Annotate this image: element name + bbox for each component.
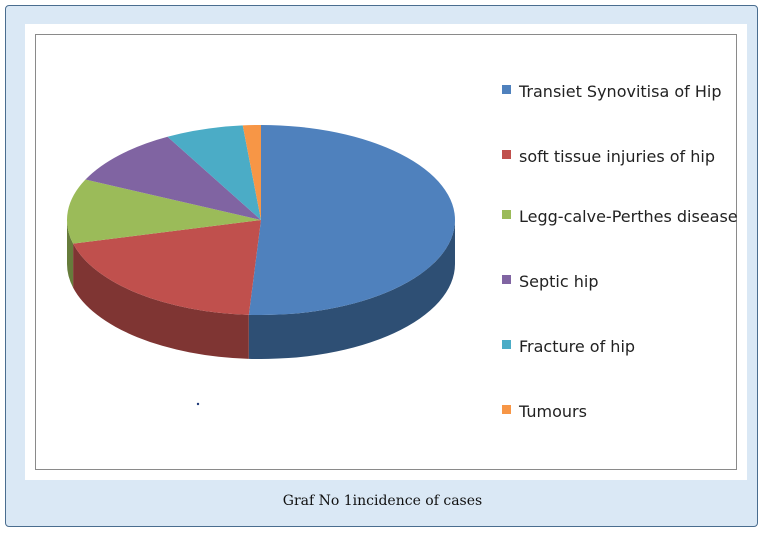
stray-dot-mark: [196, 402, 200, 406]
legend-label: soft tissue injuries of hip: [519, 147, 716, 166]
legend-swatch: [502, 85, 511, 94]
pie-slice-side-transiet-synovitisa-of-hip: [248, 220, 455, 359]
figure-inner-panel: Transiet Synovitisa of Hip soft tissue in…: [25, 24, 747, 480]
legend-item-fracture-of-hip: Fracture of hip: [502, 336, 747, 357]
legend-swatch: [502, 340, 511, 349]
legend-label: Transiet Synovitisa of Hip: [519, 82, 722, 101]
legend-label: Legg-calve-Perthes disease: [519, 207, 738, 226]
legend-swatch: [502, 150, 511, 159]
pie-slice-septic-hip: [85, 136, 261, 220]
legend-item-soft-tissue-injuries-of-hip: soft tissue injuries of hip: [502, 146, 747, 167]
legend-item-septic-hip: Septic hip: [502, 271, 747, 292]
legend-item-legg-calve-perthes-disease: Legg-calve-Perthes disease: [502, 206, 747, 227]
pie-slice-side-soft-tissue-injuries-of-hip: [73, 243, 249, 359]
pie-slice-soft-tissue-injuries-of-hip: [73, 220, 261, 315]
legend-swatch: [502, 405, 511, 414]
pie-slice-tumours: [242, 125, 261, 220]
figure-caption: Graf No 1incidence of cases: [282, 493, 483, 509]
legend-swatch: [502, 210, 511, 219]
pie-slice-legg-calve-perthes-disease: [67, 179, 262, 244]
figure-frame: Transiet Synovitisa of Hip soft tissue in…: [5, 5, 758, 527]
chart-plot-area: Transiet Synovitisa of Hip soft tissue in…: [35, 34, 738, 470]
legend-label: Tumours: [519, 402, 587, 421]
legend-label: Septic hip: [519, 272, 599, 291]
legend-item-transiet-synovitisa-of-hip: Transiet Synovitisa of Hip: [502, 81, 747, 102]
pie-slice-fracture-of-hip: [167, 125, 261, 220]
pie-chart: [67, 125, 455, 406]
legend-item-tumours: Tumours: [502, 401, 747, 422]
pie-slice-side-legg-calve-perthes-disease: [67, 220, 74, 288]
legend-swatch: [502, 275, 511, 284]
legend-label: Fracture of hip: [519, 337, 636, 356]
pie-slice-transiet-synovitisa-of-hip: [248, 125, 455, 315]
